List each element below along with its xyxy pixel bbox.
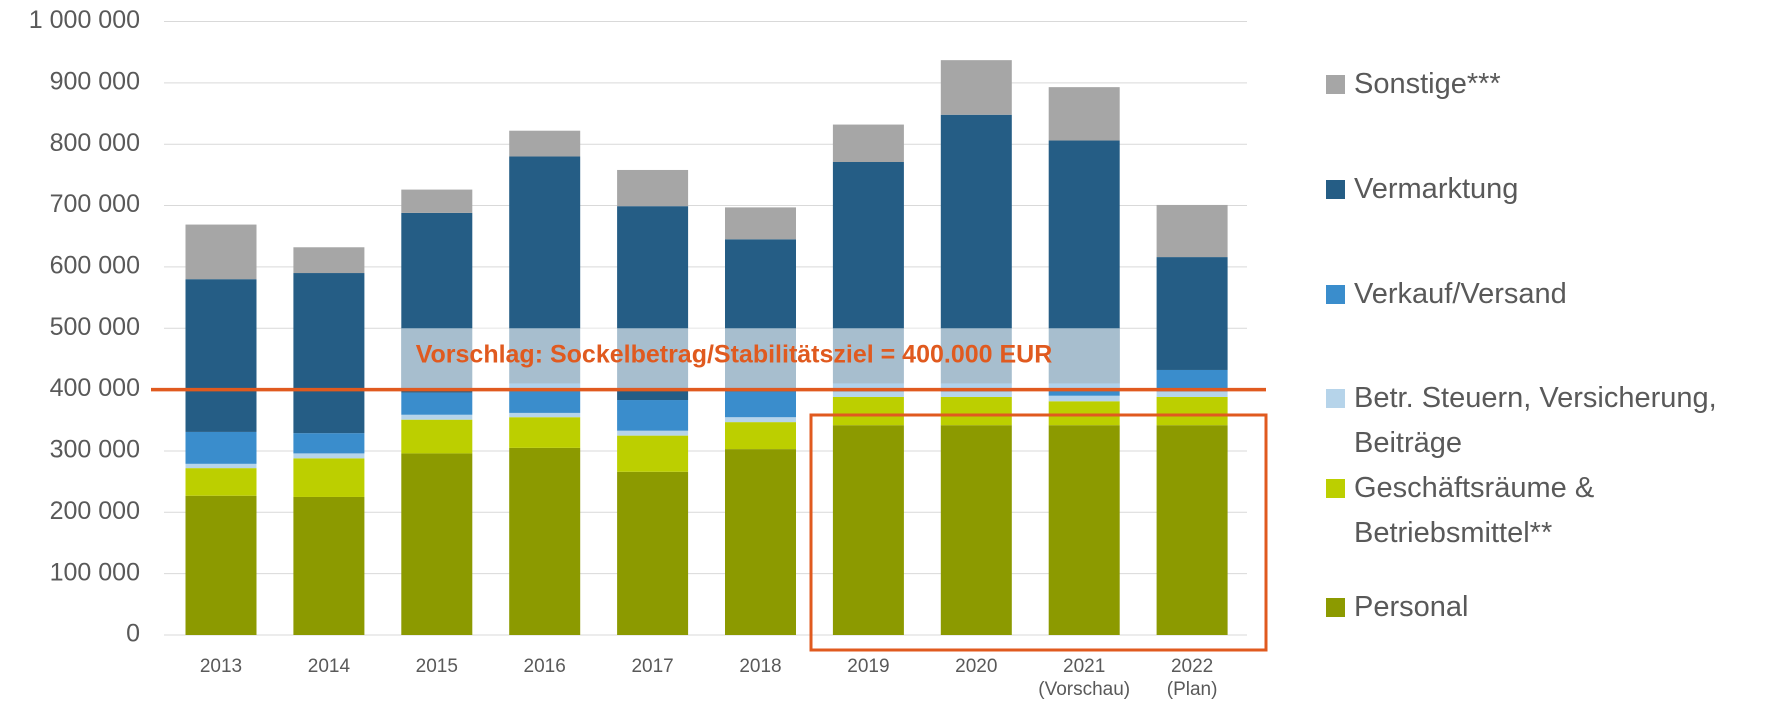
legend-swatch xyxy=(1326,479,1345,498)
bar-segment xyxy=(1156,369,1228,392)
bar-segment xyxy=(509,447,581,635)
y-tick-label: 100 000 xyxy=(50,558,140,586)
x-tick-label: 2022 (Plan) xyxy=(1166,656,1218,700)
bar-segment xyxy=(725,449,796,635)
bar-segment xyxy=(185,279,257,432)
bar-segment xyxy=(401,392,473,415)
bar-segment xyxy=(940,396,1012,426)
x-tick-label: 2020 xyxy=(955,656,998,677)
bar-segment xyxy=(617,430,689,436)
bar-segment xyxy=(832,391,904,397)
bar-segment xyxy=(401,189,473,213)
legend-label: Geschäftsräume & Betriebsmittel** xyxy=(1354,472,1595,549)
bar-segment xyxy=(617,400,689,431)
bar-segment xyxy=(1048,401,1120,426)
bar-segment xyxy=(1156,257,1228,370)
bar-segment xyxy=(293,273,365,434)
bar-segment xyxy=(617,471,689,635)
x-tick-label: 2016 xyxy=(523,656,566,677)
legend-item: Sonstige*** xyxy=(1326,62,1766,107)
bar-segment xyxy=(509,417,581,448)
x-tick-label: 2017 xyxy=(631,656,674,677)
y-tick-label: 700 000 xyxy=(50,190,140,218)
bar-segment xyxy=(940,425,1012,635)
bar-segment xyxy=(185,463,257,469)
y-tick-label: 600 000 xyxy=(50,252,140,280)
y-tick-label: 200 000 xyxy=(50,497,140,525)
x-tick-label: 2018 xyxy=(739,656,782,677)
bar-segment xyxy=(832,124,904,162)
legend-swatch xyxy=(1326,389,1345,408)
bar-segment xyxy=(509,130,581,157)
bar-segment xyxy=(1156,204,1228,258)
annotation-band xyxy=(401,328,1120,390)
legend-item: Verkauf/Versand xyxy=(1326,272,1766,317)
bar-segment xyxy=(617,169,689,207)
bar-segment xyxy=(401,453,473,635)
legend-label: Verkauf/Versand xyxy=(1354,278,1567,310)
x-tick-label: 2013 xyxy=(199,656,243,677)
bar-segment xyxy=(1048,395,1120,402)
x-tick-label: 2014 xyxy=(307,656,351,677)
y-tick-label: 900 000 xyxy=(50,67,140,95)
bar-segment xyxy=(725,422,796,450)
bar-segment xyxy=(832,396,904,426)
highlight-box xyxy=(809,413,1268,652)
bar-segment xyxy=(509,412,581,418)
x-tick-label: 2015 xyxy=(415,656,458,677)
y-tick-label: 1 000 000 xyxy=(29,6,140,34)
legend-label: Vermarktung xyxy=(1354,173,1519,205)
bar-segment xyxy=(725,207,796,240)
bar-segment xyxy=(185,495,257,635)
bar-segment xyxy=(940,391,1012,397)
legend-item: Vermarktung xyxy=(1326,167,1766,212)
bar-segment xyxy=(725,391,796,418)
legend-label: Sonstige*** xyxy=(1354,68,1501,100)
x-tick-label: 2019 xyxy=(847,656,890,677)
bar-segment xyxy=(1156,391,1228,397)
y-tick-label: 400 000 xyxy=(50,374,140,402)
y-tick-label: 500 000 xyxy=(50,313,140,341)
legend-label: Betr. Steuern, Versicherung, Beiträge xyxy=(1354,382,1717,459)
bar-segment xyxy=(185,468,257,496)
bar-segment xyxy=(940,60,1012,115)
bar-segment xyxy=(617,435,689,472)
bar-segment xyxy=(185,224,257,280)
bar-segment xyxy=(293,496,365,635)
bar-segment xyxy=(1048,425,1120,635)
legend-item: Geschäftsräume & Betriebsmittel** xyxy=(1326,466,1766,556)
bar-segment xyxy=(1156,425,1228,635)
bar-segment xyxy=(401,419,473,454)
bar-segment xyxy=(293,433,365,454)
bar-segment xyxy=(401,414,473,420)
annotation: Vorschlag: Sockelbetrag/Stabilitätsziel … xyxy=(416,341,1053,369)
bar-segment xyxy=(293,458,365,497)
bar-segment xyxy=(725,417,796,423)
bar-segment xyxy=(185,431,257,464)
legend-swatch xyxy=(1326,75,1345,94)
legend-swatch xyxy=(1326,598,1345,617)
legend-swatch xyxy=(1326,180,1345,199)
legend-item: Betr. Steuern, Versicherung, Beiträge xyxy=(1326,376,1766,466)
bar-segment xyxy=(293,247,365,274)
legend-item: Personal xyxy=(1326,585,1766,630)
bar-segment xyxy=(832,425,904,635)
legend-swatch xyxy=(1326,285,1345,304)
y-tick-label: 0 xyxy=(126,620,140,648)
x-tick-label: 2021 (Vorschau) xyxy=(1038,656,1131,700)
legend-label: Personal xyxy=(1354,591,1469,623)
y-tick-label: 800 000 xyxy=(50,129,140,157)
bar-segment xyxy=(1048,87,1120,141)
y-tick-label: 300 000 xyxy=(50,436,140,464)
bar-segment xyxy=(1156,396,1228,426)
bar-segment xyxy=(293,453,365,459)
